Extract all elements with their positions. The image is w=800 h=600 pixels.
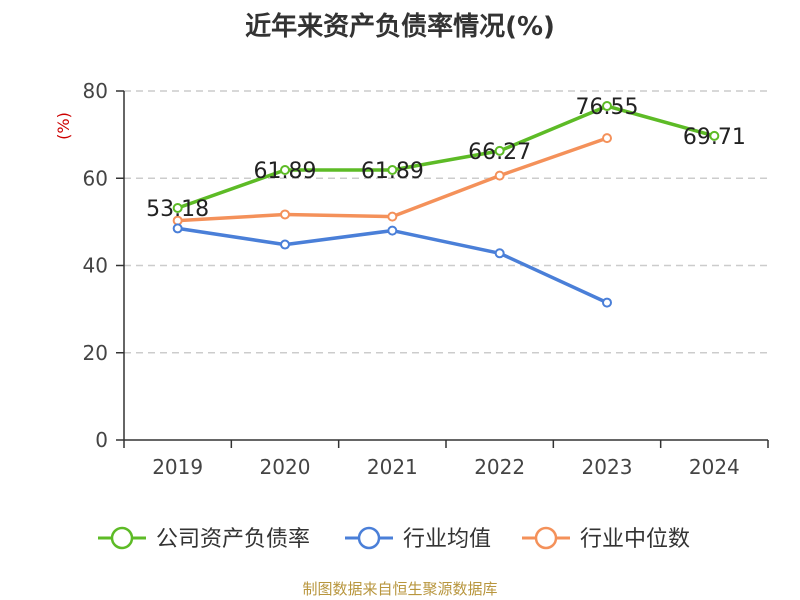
y-tick-label: 80: [83, 79, 108, 103]
y-tick-label: 0: [95, 428, 108, 452]
data-label: 61.89: [361, 159, 424, 184]
legend-label: 行业中位数: [580, 527, 690, 552]
chart-title: 近年来资产负债率情况(%): [245, 12, 555, 42]
y-axis-label: (%): [54, 112, 73, 140]
data-point: [387, 165, 398, 176]
legend-swatch-marker: [357, 526, 381, 550]
grid-lines: [124, 90, 768, 354]
legend-swatch-marker: [534, 526, 558, 550]
x-tick-label: 2020: [260, 455, 311, 479]
axes: [116, 90, 769, 448]
data-point: [494, 170, 505, 181]
series-lines: [172, 101, 720, 308]
data-point: [172, 203, 183, 214]
legend-swatch-marker: [110, 526, 134, 550]
data-label: 53.18: [146, 197, 209, 222]
data-point: [494, 248, 505, 259]
data-label: 76.55: [576, 95, 639, 120]
x-tick-labels: 2019 2020 2021 2022 2023 2024: [152, 455, 740, 479]
data-point: [602, 133, 612, 144]
data-label: 66.27: [468, 140, 531, 165]
legend-label: 公司资产负债率: [156, 527, 310, 552]
data-point: [280, 239, 290, 250]
data-point: [709, 130, 720, 141]
data-label: 69.71: [683, 125, 746, 150]
data-point: [602, 297, 612, 308]
legend-label: 行业均值: [403, 527, 491, 552]
data-point: [387, 225, 398, 236]
y-tick-label: 60: [83, 166, 108, 190]
data-point: [494, 145, 505, 156]
data-point: [602, 101, 612, 112]
series-line: [177, 104, 715, 210]
data-point: [280, 209, 290, 220]
x-tick-label: 2023: [582, 455, 633, 479]
data-point: [387, 211, 398, 222]
x-tick-label: 2021: [367, 455, 418, 479]
data-source: 制图数据来自恒生聚源数据库: [302, 580, 498, 598]
x-tick-label: 2022: [474, 455, 525, 479]
data-labels: 53.18 61.89 61.89 66.27 76.55 69.71: [146, 95, 746, 222]
y-tick-label: 40: [83, 254, 108, 278]
data-label: 61.89: [254, 159, 317, 184]
y-tick-labels: 0 20 40 60 80: [83, 79, 108, 452]
x-tick-label: 2019: [152, 455, 203, 479]
x-tick-label: 2024: [689, 455, 740, 479]
data-point: [280, 165, 290, 176]
y-tick-label: 20: [83, 341, 108, 365]
legend: 公司资产负债率 行业均值 行业中位数: [98, 526, 690, 552]
data-point: [172, 223, 183, 234]
